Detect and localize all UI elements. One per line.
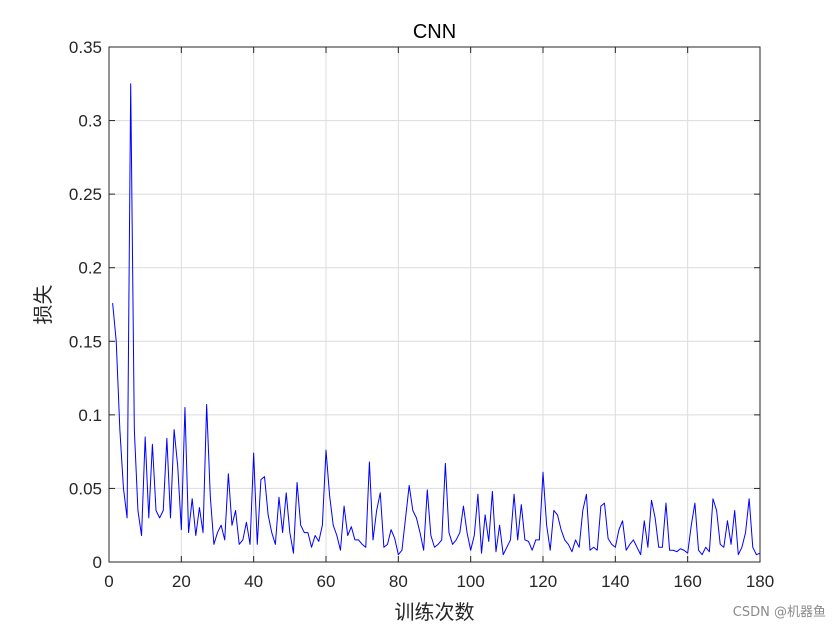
chart-title: CNN (413, 21, 456, 43)
x-tick-label: 60 (317, 572, 336, 591)
y-tick-label: 0.1 (78, 406, 102, 425)
series-layer (112, 83, 761, 556)
watermark: CSDN @机器鱼 (732, 605, 826, 620)
y-tick-label: 0.25 (69, 185, 102, 204)
x-tick-label: 140 (601, 572, 629, 591)
x-tick-label: 100 (456, 572, 484, 591)
y-axis-label: 损失 (31, 285, 55, 325)
axes-box (108, 46, 761, 563)
y-tick-label: 0.2 (78, 259, 102, 278)
x-tick-label: 80 (389, 572, 408, 591)
x-axis-label: 训练次数 (395, 600, 475, 624)
y-tick-label: 0.15 (69, 332, 102, 351)
x-tick-label: 120 (529, 572, 557, 591)
x-tick-label: 0 (104, 572, 113, 591)
y-tick-label: 0.3 (78, 112, 102, 131)
x-tick-label: 20 (172, 572, 191, 591)
y-tick-label: 0 (93, 553, 102, 572)
y-tick-label: 0.05 (69, 479, 102, 498)
x-tick-label: 40 (244, 572, 263, 591)
x-tick-label: 180 (746, 572, 774, 591)
series-line (112, 83, 761, 556)
ticks: 0 20 40 60 80 100 120 140 160 180 0 0.05 0.1 0.15 0.2 0… (69, 38, 774, 591)
x-tick-label: 160 (673, 572, 701, 591)
y-tick-label: 0.35 (69, 38, 102, 57)
